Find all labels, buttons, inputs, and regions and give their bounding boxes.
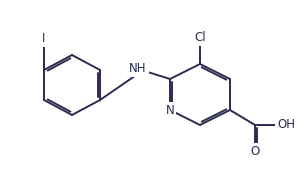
Text: N: N [166,104,174,116]
Text: NH: NH [129,62,147,76]
Text: OH: OH [277,118,295,132]
Text: I: I [42,32,46,45]
Text: O: O [250,145,260,158]
Text: Cl: Cl [194,31,206,44]
